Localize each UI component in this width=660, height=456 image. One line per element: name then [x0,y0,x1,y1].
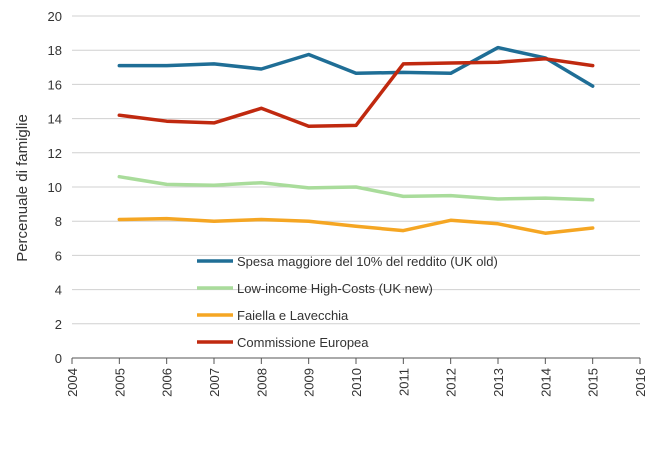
y-tick-label: 16 [48,77,62,92]
y-tick-label: 8 [55,214,62,229]
y-tick-label: 12 [48,146,62,161]
x-tick-label: 2016 [633,368,648,397]
series-line-3 [117,216,595,235]
y-tick-label: 0 [55,351,62,366]
x-tick-label: 2013 [491,368,506,397]
series-line-4 [117,57,595,129]
y-tick-label: 10 [48,180,62,195]
x-tick-label: 2007 [207,368,222,397]
x-tick-label: 2010 [349,368,364,397]
y-tick-label: 14 [48,112,62,127]
x-tick-label: 2014 [538,368,553,397]
x-tick-label: 2004 [65,368,80,397]
legend: Spesa maggiore del 10% del reddito (UK o… [197,254,498,350]
legend-label: Low-income High-Costs (UK new) [237,281,433,296]
x-tick-label: 2005 [112,368,127,397]
legend-label: Faiella e Lavecchia [237,308,349,323]
y-tick-label: 20 [48,9,62,24]
series-lines [117,45,595,235]
y-tick-label: 4 [55,283,62,298]
x-tick-label: 2009 [302,368,317,397]
axes: 0 2 4 6 8 10 12 14 16 18 20 2004 2005 2006 2007 2008 200… [48,9,648,397]
series-line-1 [117,45,595,88]
y-tick-label: 6 [55,248,62,263]
legend-label: Spesa maggiore del 10% del reddito (UK o… [237,254,498,269]
x-tick-label: 2008 [254,368,269,397]
series-line-2 [117,174,595,202]
x-tick-label: 2015 [586,368,601,397]
x-tick-label: 2012 [444,368,459,397]
y-axis-title: Percenuale di famiglie [14,114,31,262]
y-tick-label: 18 [48,43,62,58]
x-tick-label: 2006 [160,368,175,397]
x-tick-label: 2011 [396,368,411,396]
y-tick-label: 2 [55,317,62,332]
legend-label: Commissione Europea [237,335,369,350]
